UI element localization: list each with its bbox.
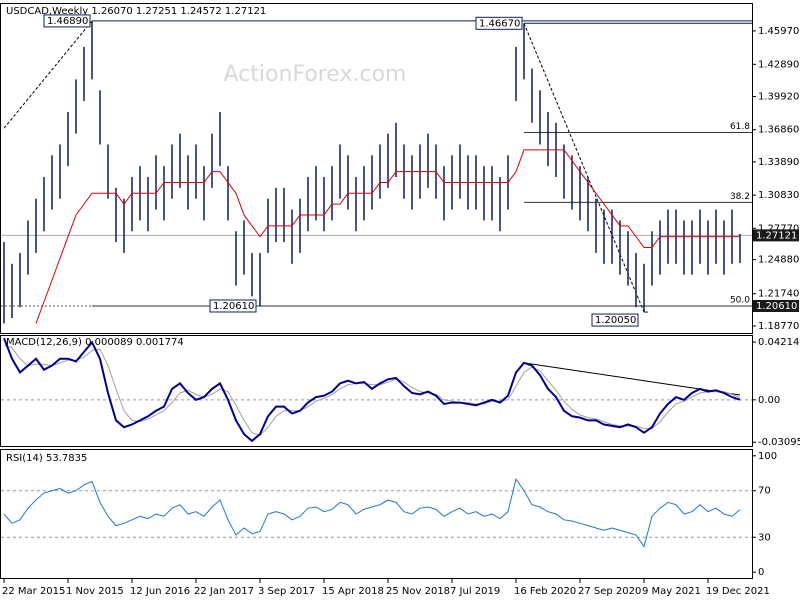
trendline xyxy=(3,20,93,129)
y-tick-label: 1.24880 xyxy=(758,255,799,266)
pivot-label: 1.20050 xyxy=(595,315,636,326)
x-tick-label: 15 Apr 2018 xyxy=(322,586,384,597)
y-tick-label: 0.00 xyxy=(758,395,780,406)
axis-mark-label: 1.27121 xyxy=(756,230,797,241)
axis-mark-label: 1.20610 xyxy=(756,301,797,312)
axis-mark-box xyxy=(753,229,799,242)
rsi-line xyxy=(3,477,741,548)
pivot-label: 1.20610 xyxy=(213,301,254,312)
pivot-box xyxy=(209,299,257,313)
y-tick-label: 0 xyxy=(758,567,764,578)
y-tick-label: 100 xyxy=(758,451,777,462)
y-tick-label: 1.21740 xyxy=(758,289,799,300)
pivot-box xyxy=(475,16,523,30)
trendline xyxy=(523,23,645,313)
fib-label: 50.0 xyxy=(730,295,750,305)
x-tick-label: 9 May 2021 xyxy=(642,586,701,597)
x-tick-label: 22 Mar 2015 xyxy=(2,586,65,597)
moving-average xyxy=(35,149,740,324)
x-tick-label: 19 Dec 2021 xyxy=(706,586,770,597)
axis-mark-box xyxy=(753,299,799,312)
x-tick-label: 12 Jun 2016 xyxy=(130,586,190,597)
macd-frame xyxy=(0,335,753,447)
y-tick-label: 1.33890 xyxy=(758,157,799,168)
y-tick-label: 1.27770 xyxy=(758,223,799,234)
y-tick-label: 30 xyxy=(758,532,771,543)
signal-line xyxy=(3,344,741,437)
macd-line xyxy=(3,337,741,443)
y-tick-label: 1.18770 xyxy=(758,321,799,332)
x-tick-label: 25 Nov 2018 xyxy=(386,586,450,597)
fib-label: 38.2 xyxy=(730,192,750,202)
rsi-frame xyxy=(0,449,753,579)
rsi-title: RSI(14) 53.7835 xyxy=(6,453,87,464)
x-tick-label: 16 Feb 2020 xyxy=(514,586,576,597)
y-tick-label: 1.36860 xyxy=(758,125,799,136)
y-tick-label: 70 xyxy=(758,486,771,497)
macd-title: MACD(12,26,9) 0.000089 0.001774 xyxy=(6,337,184,348)
watermark: ActionForex.com xyxy=(224,62,407,87)
y-tick-label: 0.042148 xyxy=(758,337,800,348)
x-tick-label: 7 Jul 2019 xyxy=(450,586,500,597)
price-frame xyxy=(0,3,753,334)
pivot-box xyxy=(591,313,639,327)
pivot-label: 1.46890 xyxy=(47,16,88,27)
y-tick-label: 1.45970 xyxy=(758,26,799,37)
fib-label: 61.8 xyxy=(730,122,750,132)
y-tick-label: 1.42890 xyxy=(758,59,799,70)
x-tick-label: 22 Jan 2017 xyxy=(194,586,254,597)
x-tick-label: 3 Sep 2017 xyxy=(258,586,315,597)
y-tick-label: 1.39920 xyxy=(758,92,799,103)
chart-title: USDCAD,Weekly 1.26070 1.27251 1.24572 1.… xyxy=(6,6,266,17)
y-tick-label: 1.30830 xyxy=(758,190,799,201)
x-tick-label: 1 Nov 2015 xyxy=(66,586,124,597)
y-tick-label: -0.030958 xyxy=(758,437,800,448)
x-tick-label: 27 Sep 2020 xyxy=(578,586,641,597)
pivot-label: 1.46670 xyxy=(479,18,520,29)
pivot-box xyxy=(43,14,91,28)
